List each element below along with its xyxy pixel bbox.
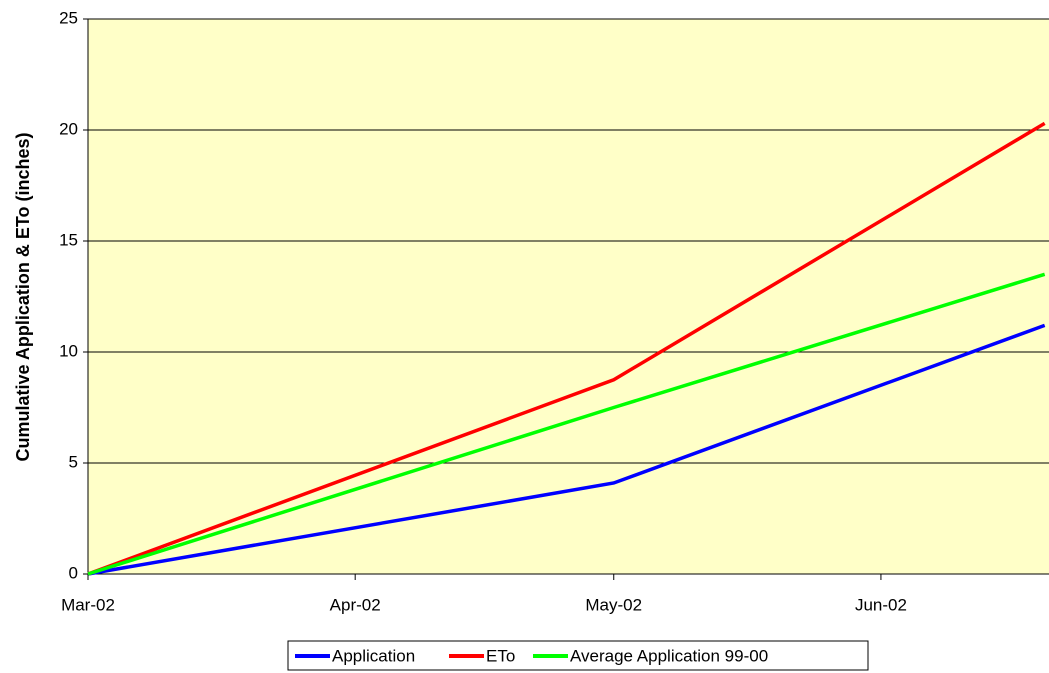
y-tick-label: 5 [69, 452, 78, 471]
x-tick-label: Apr-02 [330, 595, 381, 614]
y-axis-label: Cumulative Application & ETo (inches) [13, 132, 33, 461]
legend-label: Application [332, 646, 415, 665]
y-tick-label: 0 [69, 563, 78, 582]
series-line [87, 121, 1046, 576]
y-tick-label: 25 [59, 8, 78, 27]
series-line [87, 272, 1046, 576]
legend-label: ETo [486, 646, 515, 665]
series-line [87, 323, 1046, 576]
y-tick-label: 15 [59, 230, 78, 249]
x-tick-label: Mar-02 [61, 595, 115, 614]
legend-label: Average Application 99-00 [570, 646, 768, 665]
x-tick-label: May-02 [585, 595, 642, 614]
y-tick-label: 10 [59, 341, 78, 360]
y-tick-label: 20 [59, 119, 78, 138]
legend-box [287, 640, 869, 671]
x-tick-label: Jun-02 [855, 595, 907, 614]
plot-area [88, 19, 1049, 574]
